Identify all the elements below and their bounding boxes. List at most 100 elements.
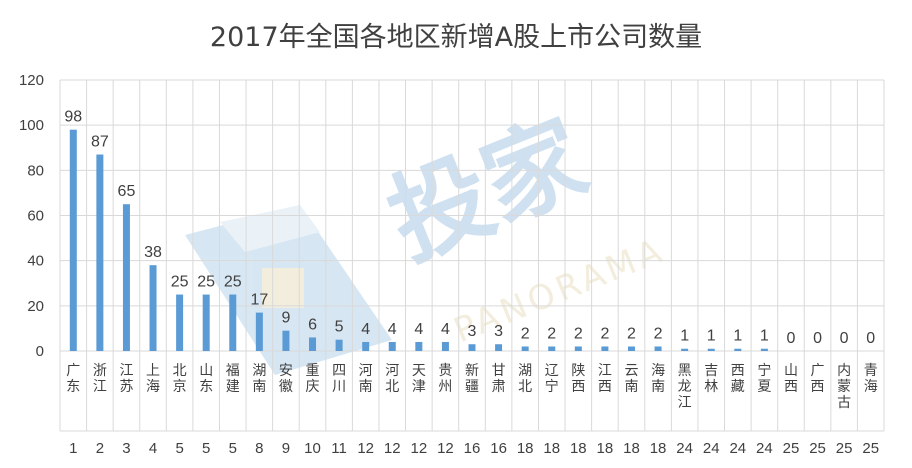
category-label-5: 山东	[199, 363, 213, 395]
bar-6	[229, 294, 237, 351]
category-label-17: 湖北	[518, 363, 532, 395]
rank-label-16: 16	[490, 440, 507, 457]
category-label-25: 西藏	[731, 363, 745, 395]
rank-label-10: 11	[331, 440, 347, 457]
rank-label-19: 18	[570, 440, 587, 457]
category-label-9: 重庆	[306, 363, 320, 395]
y-tick-label: 40	[27, 253, 44, 270]
data-label-28: 0	[813, 330, 822, 347]
rank-label-4: 5	[175, 440, 183, 457]
bar-13	[415, 341, 423, 351]
category-label-21: 云南	[624, 363, 638, 395]
bar-3	[149, 265, 157, 351]
rank-label-27: 25	[783, 440, 800, 457]
data-label-1: 87	[91, 134, 109, 151]
rank-label-2: 3	[122, 440, 130, 457]
category-label-22: 海南	[651, 363, 665, 395]
category-label-27: 山西	[784, 363, 798, 395]
rank-label-20: 18	[597, 440, 614, 457]
category-label-24: 吉林	[704, 363, 718, 395]
category-label-28: 广西	[811, 363, 825, 395]
bar-8	[282, 330, 290, 351]
rank-label-8: 9	[282, 440, 290, 457]
data-label-30: 0	[866, 330, 875, 347]
bar-25	[734, 348, 742, 351]
data-label-19: 2	[574, 325, 583, 342]
rank-label-30: 25	[862, 440, 879, 457]
bar-7	[255, 312, 263, 351]
bar-2	[122, 204, 130, 351]
rank-label-9: 10	[304, 440, 321, 457]
rank-label-11: 12	[357, 440, 374, 457]
bar-19	[574, 346, 582, 351]
category-label-0: 广东	[66, 363, 80, 395]
rank-labels: 1 2 3 4 5 5 5 8 9 10 11 12 12 12 12 16 16 18 18 18 18 18 18 24 2…	[69, 440, 879, 457]
data-label-24: 1	[707, 328, 716, 345]
rank-label-5: 5	[202, 440, 210, 457]
data-label-10: 5	[335, 319, 344, 336]
category-labels: 广东浙江江苏上海北京山东福建湖南安徽重庆四川河南河北天津贵州新疆甘肃湖北辽宁陕西…	[66, 362, 877, 411]
data-label-0: 98	[64, 109, 82, 126]
data-label-16: 3	[494, 323, 503, 340]
bar-14	[441, 341, 449, 351]
category-label-26: 宁夏	[757, 362, 771, 395]
y-tick-label: 120	[19, 72, 44, 89]
bar-15	[468, 344, 476, 351]
data-label-8: 9	[281, 310, 290, 327]
bars	[69, 129, 768, 351]
data-label-23: 1	[680, 328, 689, 345]
rank-label-3: 4	[149, 440, 157, 457]
data-label-5: 25	[197, 274, 215, 291]
rank-label-7: 8	[255, 440, 263, 457]
rank-label-29: 25	[836, 440, 853, 457]
data-label-15: 3	[468, 323, 477, 340]
data-label-13: 4	[414, 321, 423, 338]
data-label-14: 4	[441, 321, 450, 338]
y-axis-ticks: 0 20 40 60 80 100 120	[19, 72, 44, 360]
bar-5	[202, 294, 210, 351]
rank-label-25: 24	[729, 440, 746, 457]
watermark-shape-b	[220, 205, 320, 252]
rank-label-15: 16	[464, 440, 481, 457]
category-label-10: 四川	[332, 363, 346, 395]
data-label-12: 4	[388, 321, 397, 338]
bar-16	[495, 344, 503, 351]
chart-title: 2017年全国各地区新增A股上市公司数量	[210, 22, 702, 53]
rank-label-1: 2	[96, 440, 104, 457]
data-label-4: 25	[171, 274, 189, 291]
bar-24	[707, 348, 715, 351]
rank-label-24: 24	[703, 440, 720, 457]
category-label-13: 天津	[412, 363, 426, 395]
data-label-11: 4	[361, 321, 370, 338]
category-label-16: 甘肃	[492, 363, 506, 395]
data-label-18: 2	[547, 325, 556, 342]
bar-1	[96, 154, 104, 351]
grid-lines	[59, 79, 885, 432]
data-label-2: 65	[118, 183, 136, 200]
rank-label-0: 1	[69, 440, 77, 457]
category-label-14: 贵州	[438, 363, 452, 395]
y-tick-label: 100	[19, 117, 44, 134]
category-label-20: 江西	[598, 363, 612, 395]
rank-label-14: 12	[437, 440, 454, 457]
category-label-1: 浙江	[93, 363, 107, 395]
bar-4	[176, 294, 184, 351]
category-label-4: 北京	[173, 363, 187, 395]
bar-20	[601, 346, 609, 351]
data-label-29: 0	[840, 330, 849, 347]
bar-11	[362, 341, 370, 351]
bar-23	[681, 348, 689, 351]
rank-label-22: 18	[650, 440, 667, 457]
rank-label-13: 12	[410, 440, 427, 457]
data-label-27: 0	[787, 330, 796, 347]
watermark-text: 投家	[373, 98, 602, 281]
data-label-9: 6	[308, 316, 317, 333]
category-label-3: 上海	[146, 363, 160, 395]
rank-label-23: 24	[676, 440, 693, 457]
data-label-3: 38	[144, 244, 162, 261]
category-label-6: 福建	[226, 363, 240, 395]
bar-22	[654, 346, 662, 351]
watermark-shape-c	[262, 268, 304, 308]
data-label-25: 1	[733, 328, 742, 345]
